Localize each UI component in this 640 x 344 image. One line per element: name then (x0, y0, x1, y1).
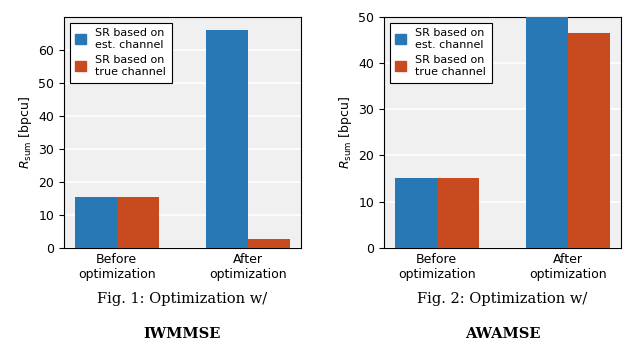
Text: AWAMSE: AWAMSE (465, 327, 540, 341)
Bar (395, 178, 436, 248)
Y-axis label: $R_{\mathrm{sum}}$ [bpcu]: $R_{\mathrm{sum}}$ [bpcu] (17, 96, 34, 169)
Y-axis label: $R_{\mathrm{sum}}$ [bpcu]: $R_{\mathrm{sum}}$ [bpcu] (337, 96, 354, 169)
Bar (248, 239, 290, 248)
Legend: SR based on
est. channel, SR based on
true channel: SR based on est. channel, SR based on tr… (70, 23, 172, 83)
Bar (526, 17, 568, 248)
Bar (206, 30, 248, 248)
Bar (75, 197, 116, 248)
Bar (568, 33, 610, 248)
Text: IWMMSE: IWMMSE (144, 327, 221, 341)
Bar (116, 197, 159, 248)
Bar (436, 178, 479, 248)
Text: Fig. 2: Optimization w/: Fig. 2: Optimization w/ (417, 292, 588, 306)
Legend: SR based on
est. channel, SR based on
true channel: SR based on est. channel, SR based on tr… (390, 23, 492, 83)
Text: Fig. 1: Optimization w/: Fig. 1: Optimization w/ (97, 292, 268, 306)
